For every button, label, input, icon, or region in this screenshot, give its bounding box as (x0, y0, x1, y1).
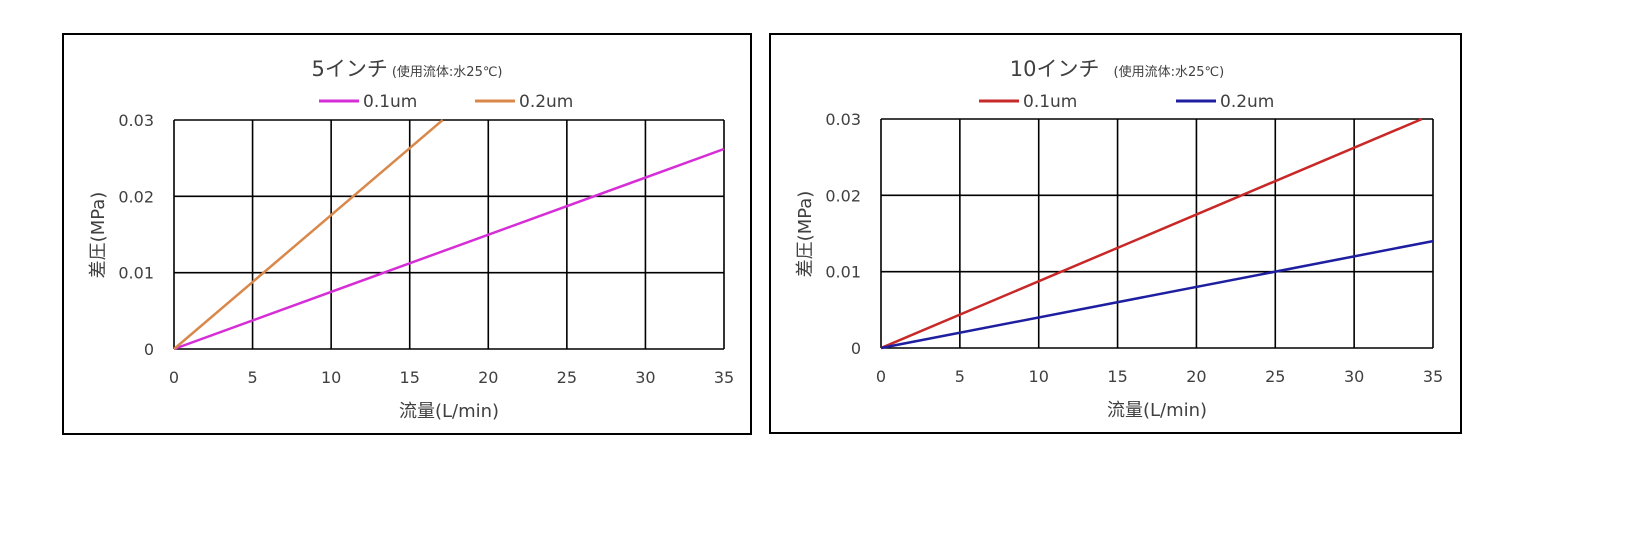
chart-title-main: 10インチ (1010, 57, 1100, 81)
x-tick-label: 35 (714, 368, 734, 387)
x-tick-label: 5 (955, 367, 965, 386)
chart-title: 10インチ (使用流体:水25℃) (1010, 57, 1224, 81)
x-tick-label: 5 (247, 368, 257, 387)
y-tick-label: 0 (144, 340, 154, 359)
y-axis-label: 差圧(MPa) (88, 192, 109, 279)
chart-panel-10inch: 10インチ (使用流体:水25℃) 0.1um 0.2um 0 5 10 15 20 25 30 35… (769, 33, 1462, 434)
x-tick-label: 15 (1107, 367, 1127, 386)
x-tick-label: 10 (1029, 367, 1049, 386)
y-tick-label: 0.03 (118, 111, 154, 130)
chart-subtitle: (使用流体:水25℃) (1114, 64, 1225, 80)
x-tick-label: 30 (635, 368, 655, 387)
chart-5inch: 5インチ (使用流体:水25℃) 0.1um 0.2um 0 5 10 15 20 25 30 35 0… (88, 57, 734, 422)
x-axis-label: 流量(L/min) (1107, 400, 1207, 421)
y-tick-label: 0.02 (118, 187, 154, 206)
x-axis-label: 流量(L/min) (399, 401, 499, 422)
y-axis-label: 差圧(MPa) (795, 191, 816, 278)
y-tick-label: 0.03 (825, 110, 861, 129)
series-line-0.1um (880, 117, 1423, 350)
legend-label-0.1um: 0.1um (1023, 92, 1077, 112)
series-line-0.2um (880, 239, 1434, 350)
y-tick-label: 0.02 (825, 186, 861, 205)
x-tick-label: 30 (1344, 367, 1364, 386)
legend-label-0.1um: 0.1um (363, 92, 417, 112)
x-tick-label: 25 (1265, 367, 1285, 386)
chart-10inch: 10インチ (使用流体:水25℃) 0.1um 0.2um 0 5 10 15 20 25 30 35… (795, 57, 1443, 421)
x-tick-label: 35 (1423, 367, 1443, 386)
x-tick-label: 0 (876, 367, 886, 386)
y-tick-label: 0.01 (118, 264, 154, 283)
x-tick-label: 25 (557, 368, 577, 387)
x-tick-label: 15 (400, 368, 420, 387)
legend-label-0.2um: 0.2um (1220, 92, 1274, 112)
x-tick-label: 0 (169, 368, 179, 387)
chart-subtitle: (使用流体:水25℃) (392, 64, 503, 80)
y-tick-label: 0 (851, 339, 861, 358)
legend-label-0.2um: 0.2um (519, 92, 573, 112)
series-line-0.1um (173, 147, 725, 351)
x-tick-label: 20 (478, 368, 498, 387)
y-tick-label: 0.01 (825, 263, 861, 282)
x-tick-label: 10 (321, 368, 341, 387)
chart-panel-5inch: 5インチ (使用流体:水25℃) 0.1um 0.2um 0 5 10 15 20 25 30 35 0… (62, 33, 752, 435)
chart-title-main: 5インチ (311, 57, 387, 81)
x-tick-label: 20 (1186, 367, 1206, 386)
series-line-0.2um (173, 119, 444, 350)
chart-title: 5インチ (使用流体:水25℃) (311, 57, 502, 81)
